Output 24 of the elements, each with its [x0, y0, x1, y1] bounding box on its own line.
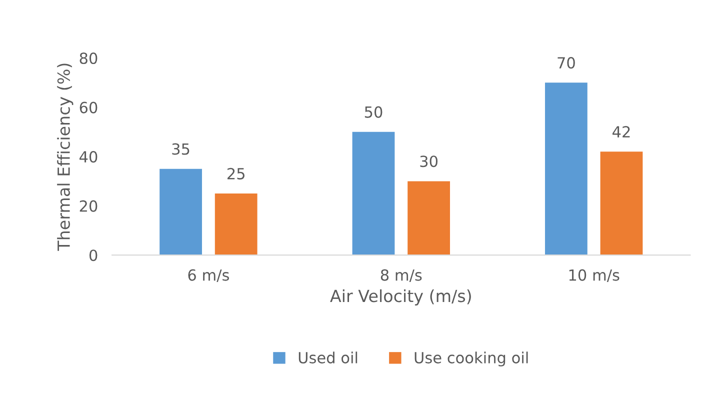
bar — [544, 82, 588, 256]
bar — [600, 152, 643, 256]
bar — [160, 168, 202, 256]
legend-label: Used oil — [298, 352, 358, 364]
x-tick-label: 10 m/s — [569, 269, 620, 282]
x-tick-label: 8 m/s — [380, 269, 422, 282]
data-label: 30 — [420, 156, 438, 168]
bar — [352, 132, 395, 256]
y-tick-label: 60 — [80, 102, 98, 114]
y-axis-title: Thermal Efficiency (%) — [57, 64, 74, 251]
data-label: 70 — [558, 57, 575, 69]
data-label: 25 — [227, 168, 244, 180]
y-tick-label: 80 — [80, 52, 98, 64]
bar — [408, 181, 450, 256]
x-tick-label: 6 m/s — [188, 269, 229, 282]
data-label: 35 — [172, 143, 190, 155]
x-axis-title: Air Velocity (m/s) — [330, 289, 471, 306]
legend-label: Use cooking oil — [414, 352, 528, 366]
y-tick-label: 0 — [89, 250, 98, 262]
data-label: 50 — [364, 106, 382, 118]
bar — [214, 194, 258, 256]
y-tick-label: 40 — [80, 151, 98, 163]
y-tick-label: 20 — [80, 200, 98, 212]
data-label: 42 — [612, 126, 630, 138]
